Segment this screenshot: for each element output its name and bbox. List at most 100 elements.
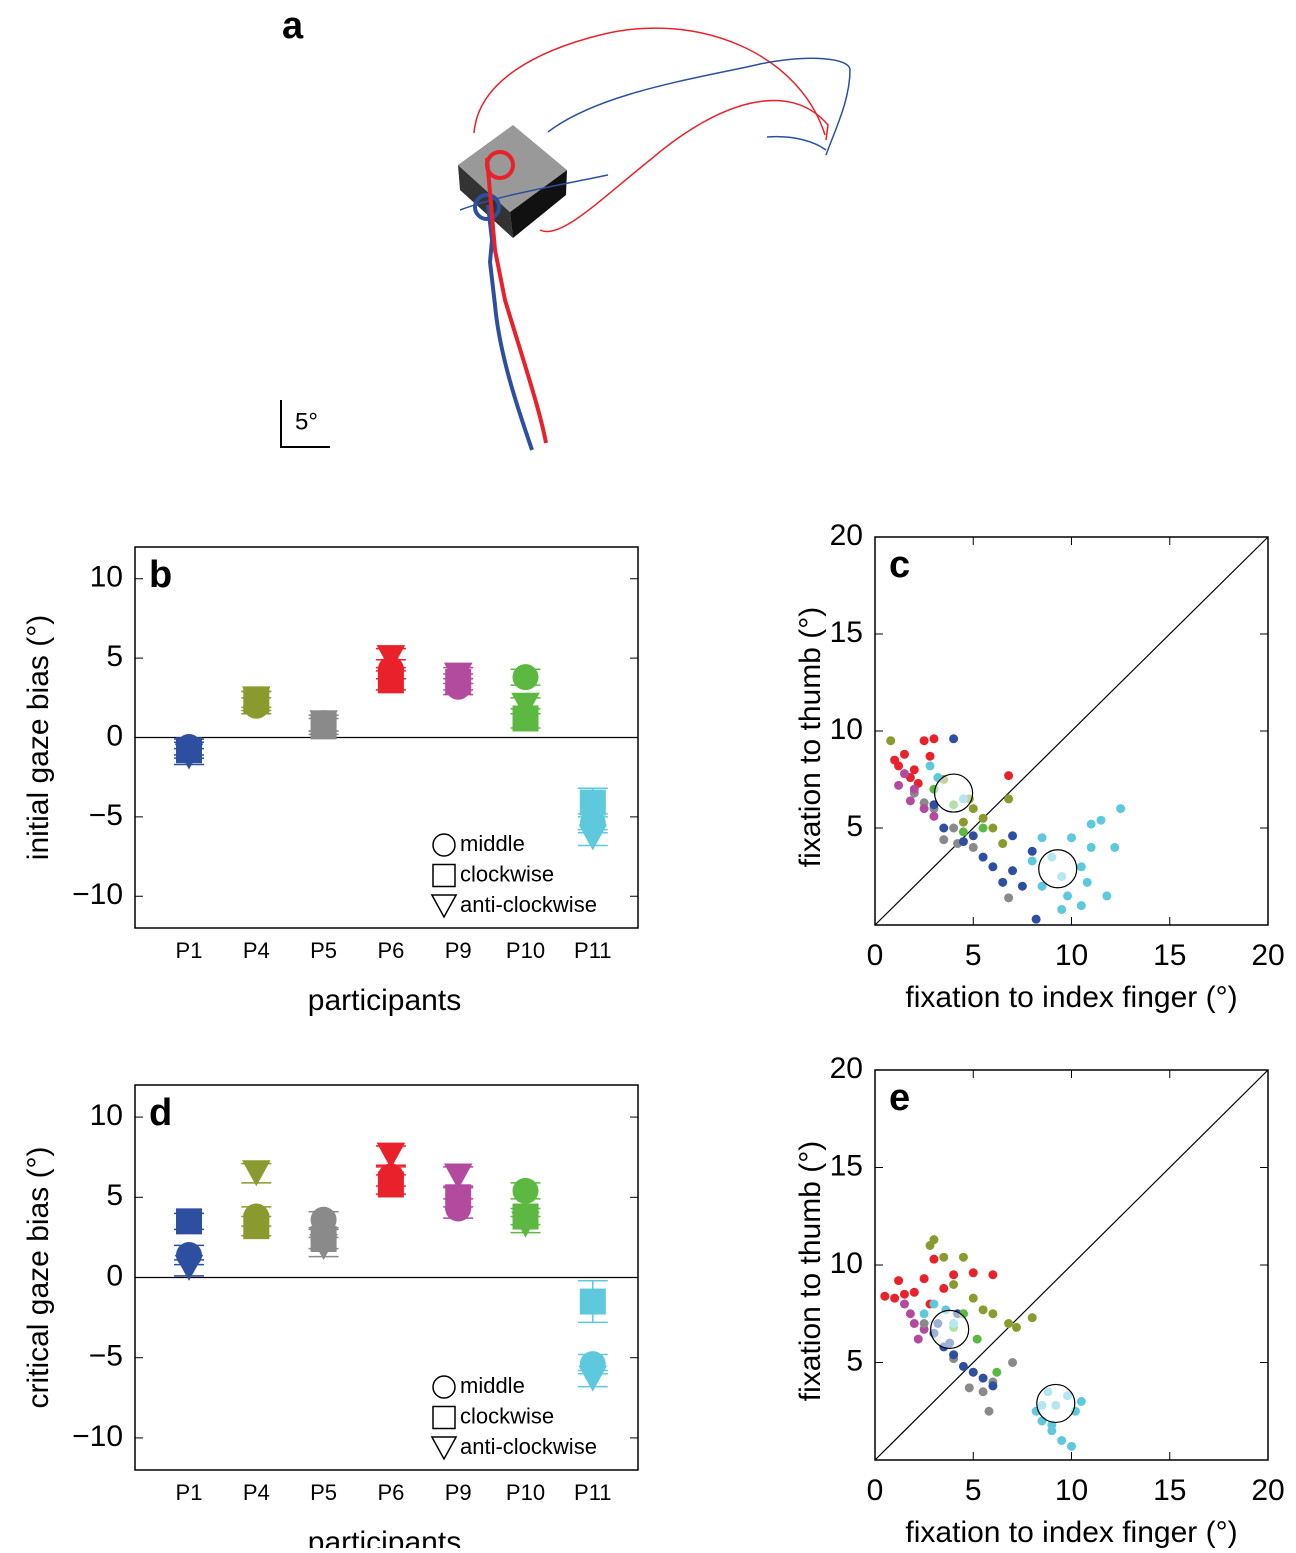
- data-point: [929, 800, 939, 810]
- data-point: [919, 1309, 929, 1319]
- data-point: [174, 1254, 204, 1281]
- data-point: [939, 835, 949, 845]
- data-point: [1102, 891, 1112, 901]
- data-point: [1004, 771, 1014, 781]
- y-tick-label: 15: [830, 1149, 863, 1182]
- x-tick-label: 5: [965, 1474, 982, 1507]
- diagonal: [874, 536, 1269, 926]
- data-point: [905, 1309, 915, 1319]
- y-tick-label: −10: [72, 1420, 123, 1453]
- x-tick-label: 0: [867, 939, 884, 972]
- data-point: [905, 796, 915, 806]
- y-tick-label: −5: [89, 799, 123, 832]
- data-point: [919, 1319, 929, 1328]
- trajectory: [539, 99, 829, 233]
- data-point: [964, 1383, 974, 1393]
- x-tick-label: P9: [445, 938, 472, 963]
- data-point: [899, 769, 909, 779]
- mean-marker: [933, 773, 974, 813]
- y-axis-label: initial gaze bias (°): [22, 615, 55, 860]
- data-point: [899, 749, 909, 759]
- data-point: [1004, 794, 1014, 804]
- data-point: [949, 1350, 959, 1360]
- data-point: [978, 813, 988, 823]
- data-point: [949, 1280, 959, 1289]
- data-point: [988, 1270, 998, 1280]
- data-point: [925, 1241, 935, 1250]
- data-point: [998, 839, 1008, 849]
- x-tick-label: P4: [243, 938, 270, 963]
- legend-symbol: [432, 833, 456, 857]
- x-tick-label: P5: [310, 1480, 337, 1505]
- data-point: [1063, 891, 1073, 901]
- x-axis-label: fixation to index finger (°): [905, 1516, 1237, 1548]
- data-point: [579, 1288, 606, 1315]
- y-tick-label: 5: [106, 1179, 123, 1212]
- legend-symbol: [430, 1436, 458, 1461]
- legend-label: anti-clockwise: [460, 1434, 597, 1459]
- panel-label: a: [282, 5, 304, 47]
- x-tick-label: P10: [506, 1480, 545, 1505]
- data-point: [894, 1276, 904, 1286]
- data-point: [972, 1334, 982, 1344]
- data-point: [939, 1283, 949, 1293]
- y-tick-label: −5: [89, 1340, 123, 1373]
- data-point: [1027, 856, 1037, 866]
- data-point: [929, 734, 939, 744]
- x-tick-label: P4: [243, 1480, 270, 1505]
- data-point: [988, 1381, 998, 1391]
- legend-symbol: [432, 1405, 456, 1430]
- legend-symbol: [430, 894, 458, 919]
- y-axis-label: critical gaze bias (°): [22, 1146, 55, 1408]
- data-point: [919, 804, 929, 814]
- data-point: [1011, 1322, 1021, 1332]
- trajectory: [485, 157, 548, 444]
- y-tick-label: 20: [830, 1052, 863, 1085]
- y-tick-label: 10: [90, 1099, 123, 1132]
- y-axis-label: fixation to thumb (°): [794, 1141, 827, 1401]
- x-tick-label: P6: [377, 1480, 404, 1505]
- legend-label: middle: [460, 1373, 525, 1398]
- y-tick-label: 5: [846, 1344, 863, 1377]
- data-point: [988, 862, 998, 872]
- chart: −10 −5 0 5 10 b P1 P4 P5 P6 P9 P10 P11 participants in…: [22, 546, 639, 1017]
- data-point: [377, 1171, 404, 1198]
- trajectory: [547, 57, 851, 156]
- data-point: [1031, 914, 1041, 924]
- data-point: [376, 645, 406, 672]
- x-tick-label: P5: [310, 938, 337, 963]
- data-point: [958, 817, 968, 827]
- data-point: [1004, 1319, 1014, 1328]
- trajectory: [473, 27, 826, 136]
- data-point: [984, 1406, 994, 1416]
- data-point: [1008, 866, 1018, 876]
- x-tick-label: P11: [574, 938, 612, 963]
- data-point: [988, 823, 998, 833]
- data-point: [578, 1365, 608, 1392]
- data-point: [443, 662, 473, 689]
- legend-symbol: [432, 1375, 456, 1399]
- x-tick-label: P1: [176, 938, 203, 963]
- data-point: [309, 710, 338, 737]
- cube-face: [510, 170, 567, 238]
- data-point: [919, 736, 929, 746]
- data-point: [579, 789, 606, 816]
- y-tick-label: 20: [830, 519, 863, 552]
- panel-label: e: [889, 1077, 910, 1119]
- data-point: [176, 1208, 202, 1235]
- data-point: [511, 1211, 540, 1238]
- data-point: [1008, 831, 1018, 841]
- data-point: [929, 1254, 939, 1264]
- legend-label: clockwise: [460, 861, 554, 886]
- data-point: [968, 831, 978, 841]
- data-point: [890, 755, 900, 765]
- data-point: [1067, 1441, 1076, 1451]
- trajectory: [766, 135, 827, 151]
- data-point: [958, 827, 968, 837]
- mean-marker: [930, 1309, 970, 1349]
- y-tick-label: 15: [830, 616, 863, 649]
- data-point: [998, 877, 1008, 887]
- x-tick-label: P9: [445, 1480, 472, 1505]
